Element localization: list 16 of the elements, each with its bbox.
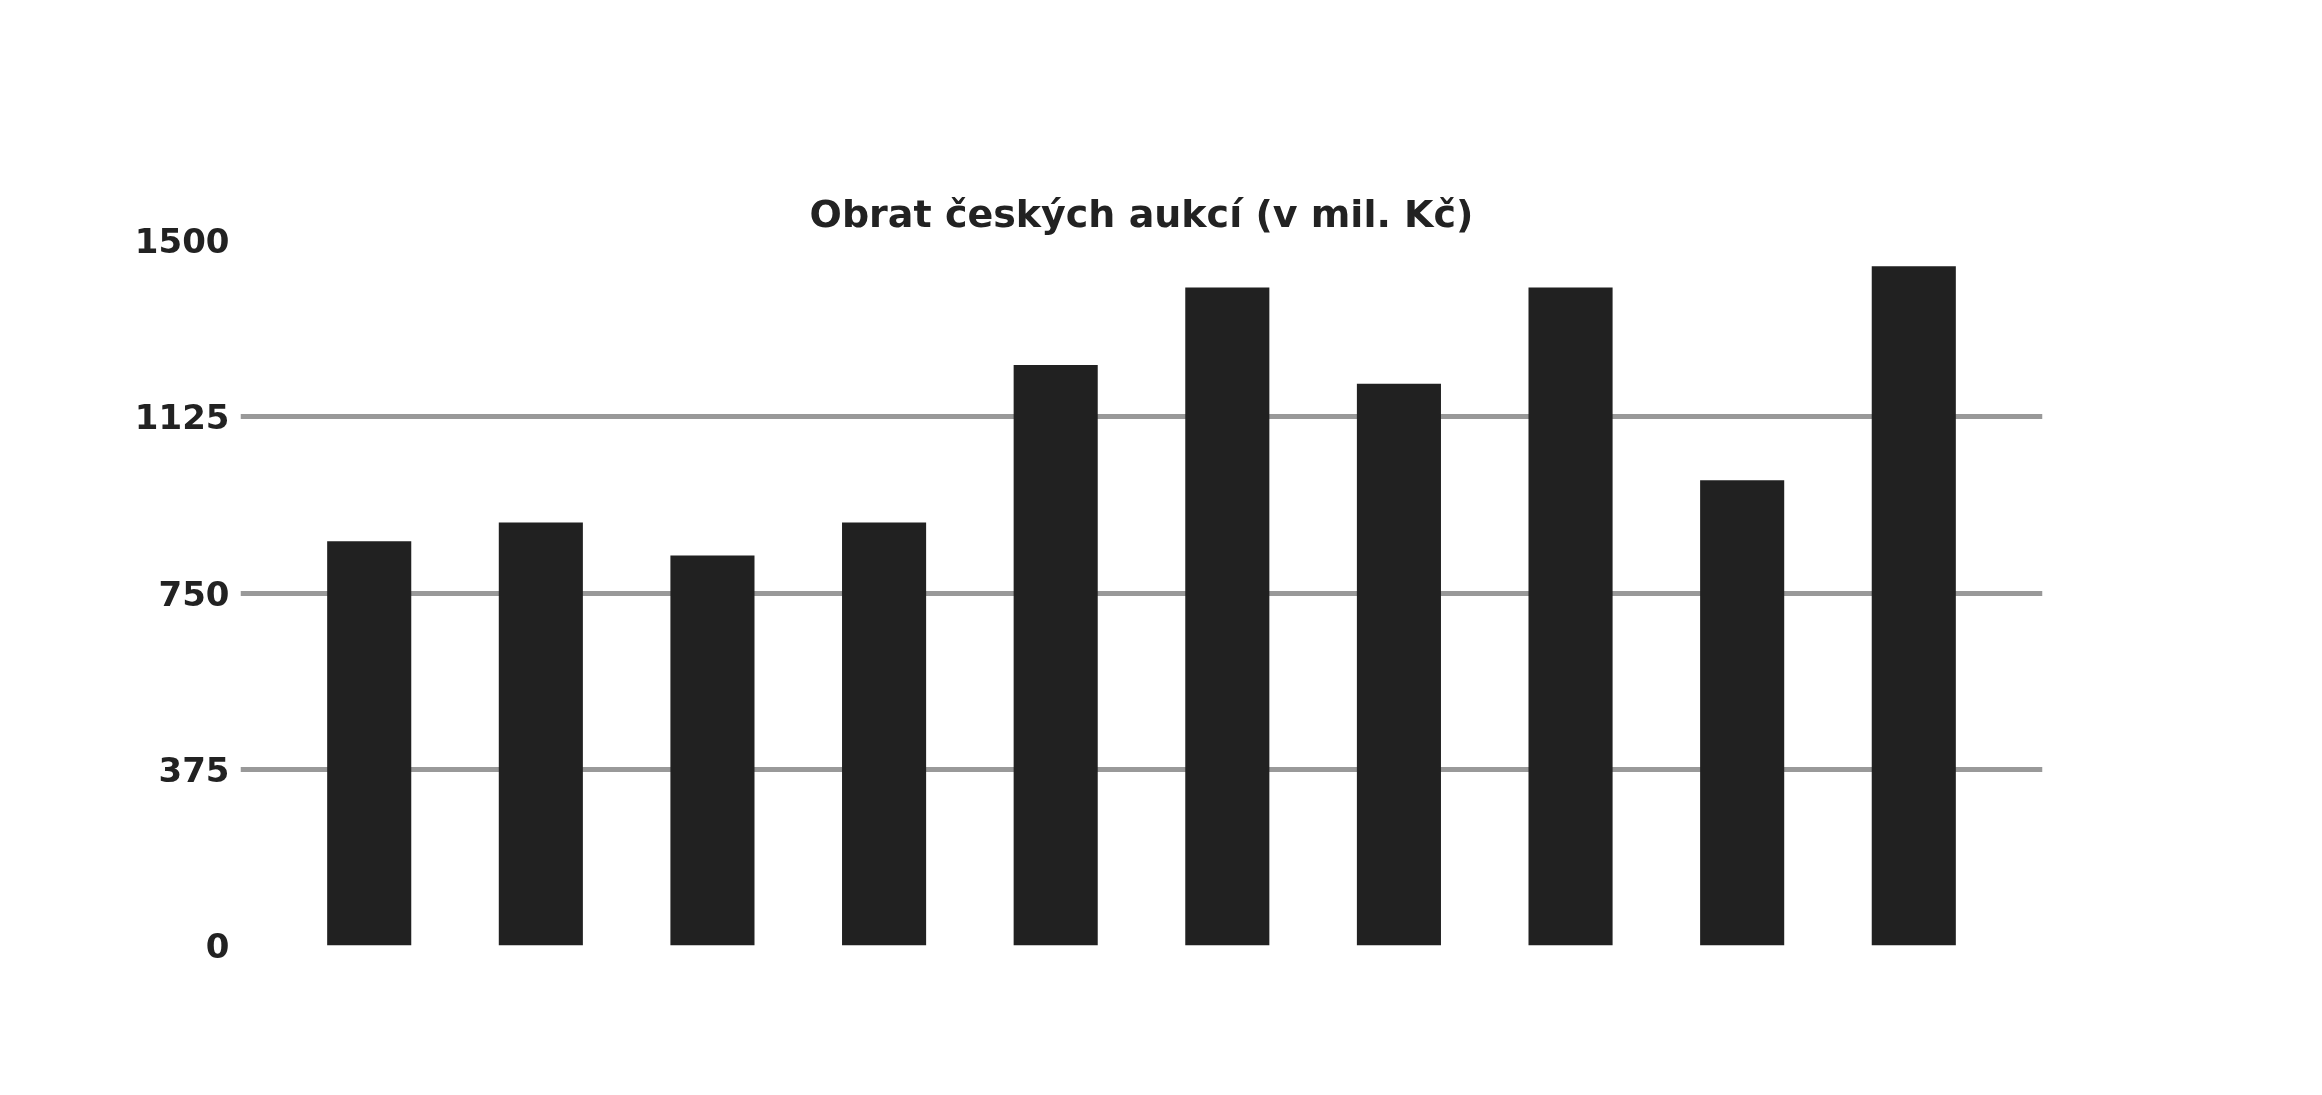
- y-tick-label: 1500: [134, 221, 230, 261]
- bar: [1871, 266, 1956, 946]
- chart-title: Obrat českých aukcí (v mil. Kč): [809, 191, 1474, 236]
- y-tick-label: 0: [205, 926, 230, 966]
- bar: [842, 522, 927, 946]
- y-tick-label: 1125: [134, 397, 230, 438]
- bar: [1185, 287, 1270, 946]
- bar: [1356, 383, 1441, 946]
- y-tick-label: 375: [158, 749, 230, 790]
- y-tick-label: 750: [158, 573, 230, 614]
- bar: [1013, 365, 1098, 946]
- bar: [498, 522, 583, 946]
- bar: [1528, 287, 1613, 946]
- bar: [327, 541, 412, 946]
- bar: [1700, 480, 1785, 946]
- bar: [670, 555, 755, 946]
